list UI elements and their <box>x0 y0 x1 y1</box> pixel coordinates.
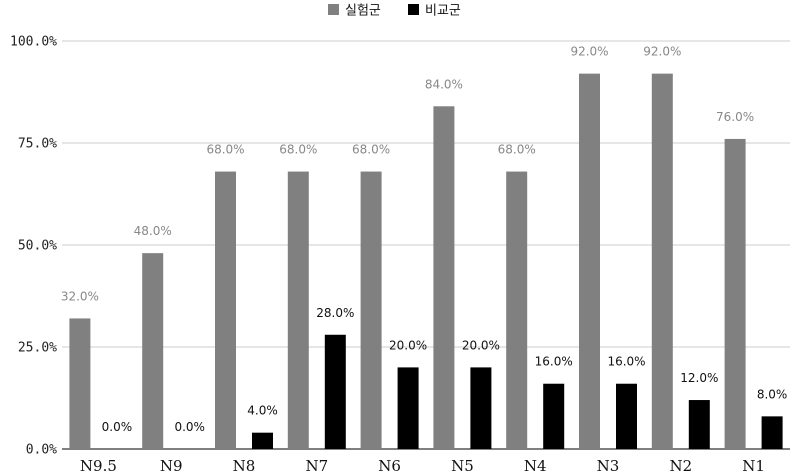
bar-control <box>470 367 492 449</box>
legend: 실험군 비교군 <box>328 4 461 19</box>
data-label: 20.0% <box>389 338 427 352</box>
legend-swatch <box>328 4 339 15</box>
bar-control <box>252 432 273 449</box>
bar-control <box>616 383 637 449</box>
data-label: 68.0% <box>352 143 390 157</box>
data-label: 84.0% <box>425 77 463 91</box>
bar-experimental <box>360 171 382 449</box>
bar-experimental <box>506 171 528 449</box>
data-label: 4.0% <box>247 404 278 418</box>
data-label: 68.0% <box>498 143 536 157</box>
x-category-label: N7 <box>305 457 328 475</box>
x-category-label: N6 <box>378 457 401 475</box>
bar-control <box>397 367 419 449</box>
bar-experimental <box>215 171 236 449</box>
bar-control <box>543 383 565 449</box>
y-tick-label: 0.0% <box>26 443 57 458</box>
x-category-label: N4 <box>524 457 547 475</box>
data-label: 16.0% <box>607 355 645 369</box>
bar-control <box>761 416 783 449</box>
data-label: 92.0% <box>643 45 681 59</box>
data-label: 0.0% <box>102 420 133 434</box>
bar-experimental <box>433 106 455 449</box>
data-labels: 32.0% 0.0% 48.0% 0.0% 68.0% 4.0% 68.0% 28.0% 68.… <box>61 45 788 434</box>
x-category-label: N8 <box>233 457 256 475</box>
bar-control <box>688 400 710 449</box>
data-label: 16.0% <box>535 355 573 369</box>
bars <box>69 73 783 450</box>
data-label: 32.0% <box>61 289 99 303</box>
data-label: 76.0% <box>716 110 754 124</box>
y-tick-label: 50.0% <box>18 239 57 254</box>
data-label: 68.0% <box>206 143 244 157</box>
data-label: 48.0% <box>134 224 172 238</box>
bar-experimental <box>651 73 673 449</box>
data-label: 12.0% <box>680 371 718 385</box>
data-label: 68.0% <box>279 143 317 157</box>
data-label: 28.0% <box>316 306 354 320</box>
x-category-label: N9 <box>160 457 183 475</box>
y-tick-label: 25.0% <box>18 341 57 356</box>
legend-label: 실험군 <box>345 4 381 19</box>
x-category-label: N2 <box>669 457 692 475</box>
bar-experimental <box>142 253 164 449</box>
legend-label: 비교군 <box>425 4 461 19</box>
x-axis-categories: N9.5 N9 N8 N7 N6 N5 N4 N3 N2 N1 <box>80 457 765 475</box>
x-category-label: N5 <box>451 457 474 475</box>
bar-experimental <box>287 171 309 449</box>
bar-experimental <box>69 318 91 449</box>
y-tick-label: 100.0% <box>10 35 57 50</box>
legend-swatch <box>408 4 419 15</box>
y-tick-label: 75.0% <box>18 137 57 152</box>
data-label: 8.0% <box>757 387 788 401</box>
y-axis-ticks: 0.0% 25.0% 50.0% 75.0% 100.0% <box>10 35 57 458</box>
x-category-label: N1 <box>742 457 765 475</box>
data-label: 20.0% <box>462 338 500 352</box>
bar-control <box>324 334 346 449</box>
bar-experimental <box>724 138 746 450</box>
data-label: 0.0% <box>174 420 205 434</box>
bar-experimental <box>579 73 600 449</box>
x-category-label: N3 <box>597 457 620 475</box>
x-category-label: N9.5 <box>80 457 117 475</box>
gridlines <box>62 40 790 450</box>
data-label: 92.0% <box>570 45 608 59</box>
